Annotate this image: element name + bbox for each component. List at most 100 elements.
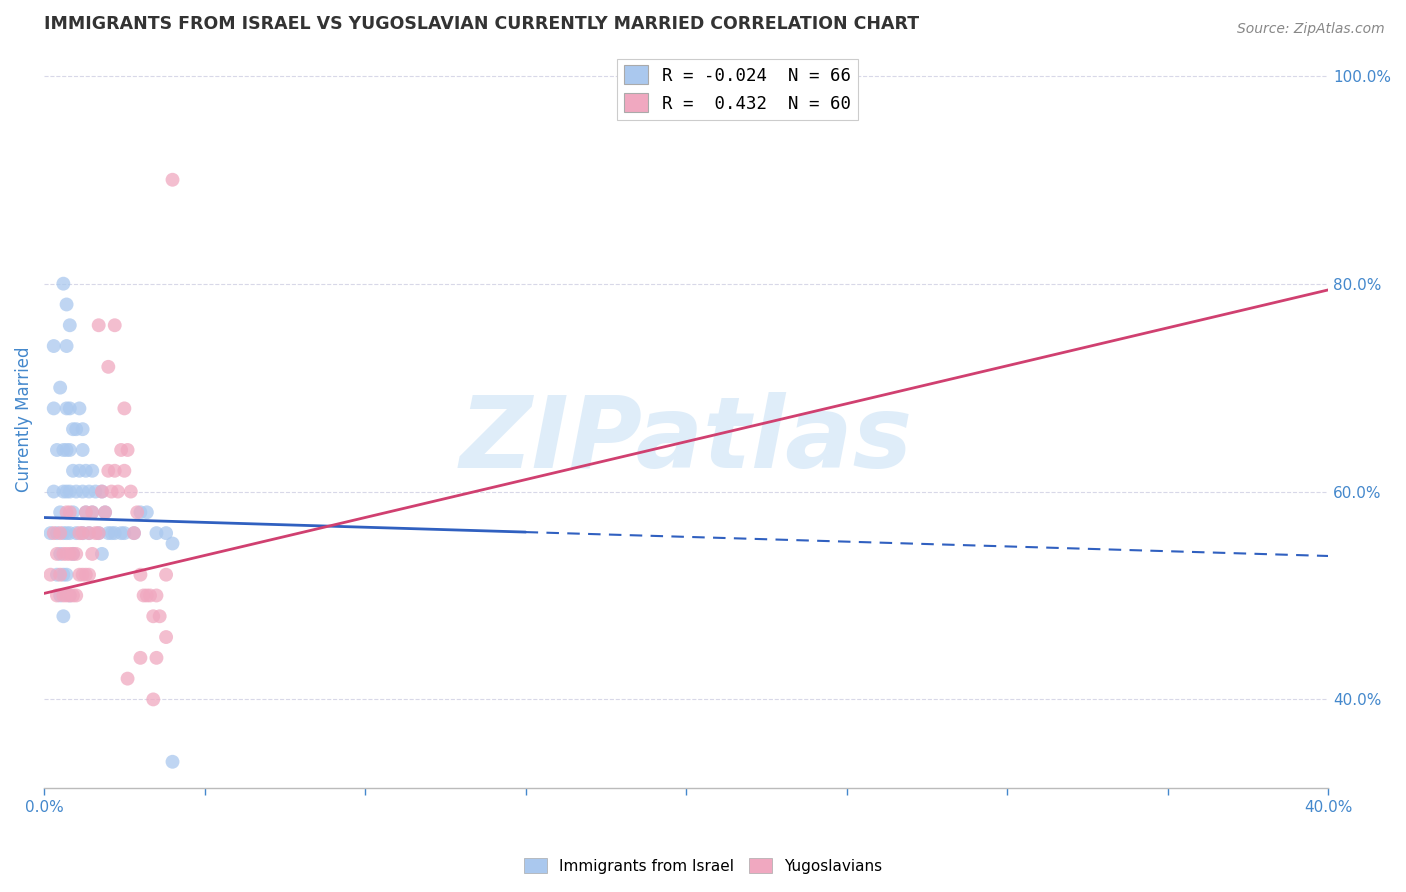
Point [59,505,82,519]
Point [120,484,142,499]
Point [94,505,117,519]
Point [52,589,75,603]
Point [104,526,127,541]
Point [75,464,97,478]
Point [82,547,104,561]
Point [46,567,69,582]
Point [122,526,145,541]
Point [117,672,139,686]
Point [135,589,157,603]
Point [67,464,90,478]
Point [52,277,75,291]
Point [84,526,107,541]
Point [62,422,84,436]
Point [87,526,110,541]
Point [112,464,135,478]
Point [82,464,104,478]
Point [55,339,77,353]
Point [72,442,94,457]
Point [52,609,75,624]
Point [94,505,117,519]
Point [100,484,122,499]
Point [52,567,75,582]
Point [122,526,145,541]
Point [72,526,94,541]
Point [112,526,135,541]
Legend: Immigrants from Israel, Yugoslavians: Immigrants from Israel, Yugoslavians [517,852,889,880]
Point [49,505,72,519]
Point [162,173,184,187]
Point [90,547,112,561]
Point [46,547,69,561]
Point [59,589,82,603]
Point [97,526,120,541]
Point [97,359,120,374]
Point [162,536,184,550]
Point [39,526,62,541]
Point [112,401,135,416]
Point [42,526,65,541]
Point [77,526,100,541]
Point [139,589,162,603]
Point [46,442,69,457]
Point [55,589,77,603]
Point [155,630,177,644]
Text: Source: ZipAtlas.com: Source: ZipAtlas.com [1237,22,1385,37]
Point [155,526,177,541]
Point [49,526,72,541]
Point [107,484,129,499]
Point [135,505,157,519]
Point [145,650,167,665]
Point [110,442,132,457]
Point [52,442,75,457]
Point [65,526,87,541]
Point [49,567,72,582]
Text: IMMIGRANTS FROM ISRAEL VS YUGOSLAVIAN CURRENTLY MARRIED CORRELATION CHART: IMMIGRANTS FROM ISRAEL VS YUGOSLAVIAN CU… [44,15,920,33]
Point [46,589,69,603]
Point [49,381,72,395]
Point [59,401,82,416]
Point [97,464,120,478]
Point [42,484,65,499]
Point [155,567,177,582]
Point [55,526,77,541]
Point [67,526,90,541]
Point [82,505,104,519]
Point [75,567,97,582]
Point [52,484,75,499]
Point [65,589,87,603]
Point [77,526,100,541]
Point [39,567,62,582]
Point [142,609,165,624]
Point [62,505,84,519]
Point [142,692,165,706]
Point [49,589,72,603]
Point [52,547,75,561]
Point [75,505,97,519]
Point [42,401,65,416]
Point [87,526,110,541]
Point [90,484,112,499]
Point [59,318,82,333]
Point [55,442,77,457]
Point [62,547,84,561]
Point [72,484,94,499]
Point [59,484,82,499]
Point [42,339,65,353]
Point [55,505,77,519]
Point [162,755,184,769]
Point [52,526,75,541]
Point [110,526,132,541]
Point [55,297,77,311]
Point [55,484,77,499]
Point [46,526,69,541]
Point [145,526,167,541]
Point [149,609,172,624]
Point [77,484,100,499]
Point [65,547,87,561]
Point [72,422,94,436]
Point [129,505,152,519]
Point [62,547,84,561]
Point [127,505,149,519]
Point [67,401,90,416]
